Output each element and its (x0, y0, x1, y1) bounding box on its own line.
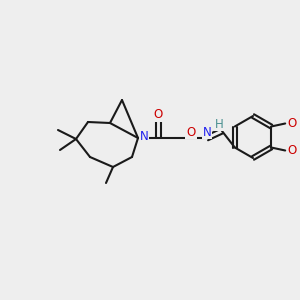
Text: N: N (202, 125, 211, 139)
Text: O: O (153, 109, 163, 122)
Text: O: O (288, 144, 297, 157)
Text: N: N (140, 130, 148, 142)
Text: O: O (186, 125, 196, 139)
Text: H: H (214, 118, 224, 130)
Text: O: O (288, 117, 297, 130)
